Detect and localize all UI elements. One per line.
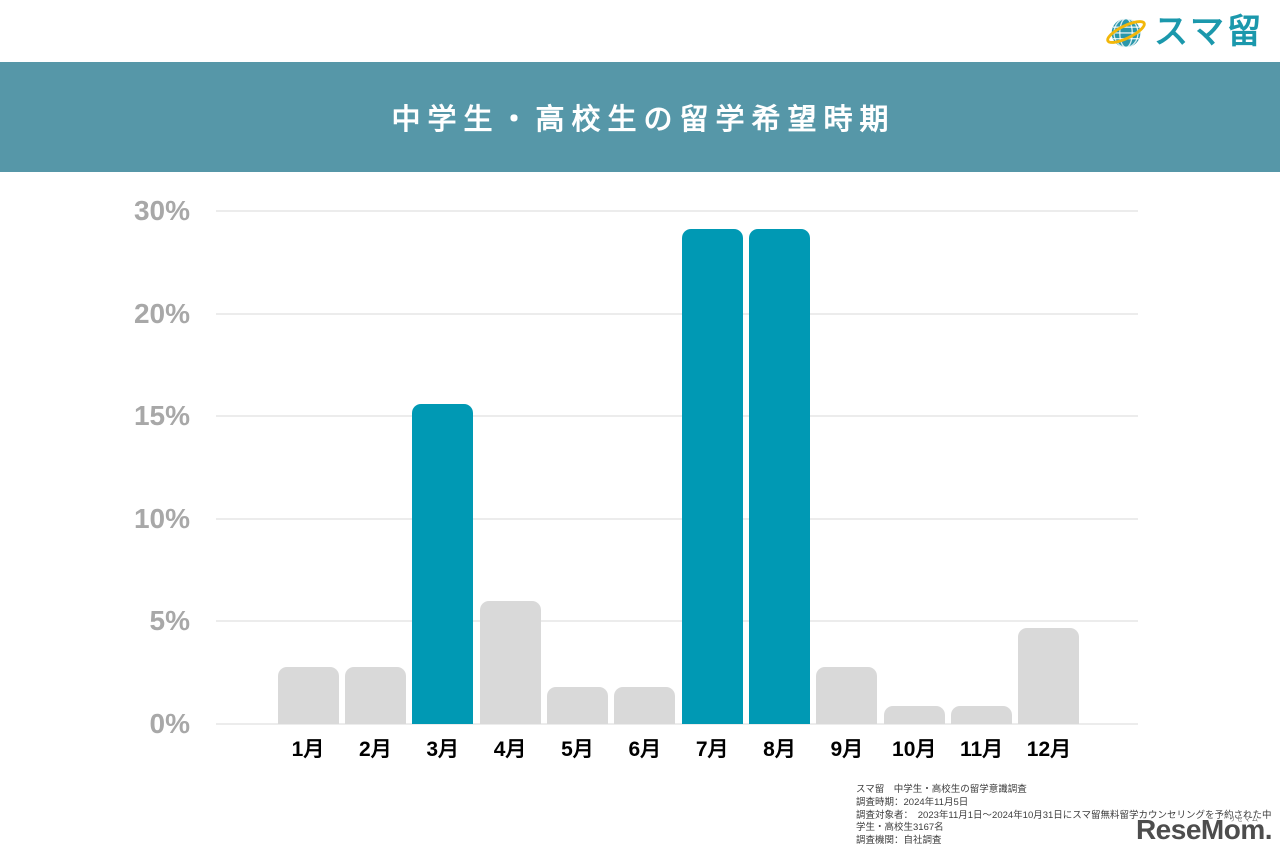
month-label-8月: 8月: [763, 738, 796, 761]
month-label-11月: 11月: [959, 738, 1004, 761]
bar-10月: [883, 705, 945, 724]
brand-text: スマ留: [1154, 13, 1264, 51]
title-band: 中学生・高校生の留学希望時期: [0, 62, 1280, 172]
y-tick-label-5%: 5%: [149, 605, 190, 637]
bar-7月: [681, 229, 743, 724]
grid-line-0%: [216, 723, 1138, 725]
footnote-line-4: 調査機関：自社調査: [856, 835, 942, 847]
month-label-1月: 1月: [291, 738, 325, 761]
resemom-logo: リセマム ReseMom.: [1135, 812, 1273, 852]
grid-line-15%: [216, 415, 1138, 418]
globe-icon: [1106, 17, 1146, 49]
grid-line-20%: [216, 312, 1138, 315]
y-tick-label-0%: 0%: [149, 708, 190, 739]
month-label-6月: 6月: [628, 738, 662, 761]
footnote-line-1: スマ留 中学生・高校生の留学意識調査: [856, 784, 1027, 795]
bar-11月: [951, 705, 1013, 724]
month-label-4月: 4月: [493, 738, 527, 761]
month-label-9月: 9月: [830, 738, 864, 761]
grid-line-5%: [216, 620, 1138, 623]
sumaryu-logo: スマ留: [1103, 8, 1264, 56]
grid-line-10%: [216, 517, 1138, 520]
bar-12月: [1018, 627, 1080, 724]
bar-1月: [277, 666, 339, 724]
survey-footnote: スマ留 中学生・高校生の留学意識調査 調査時期：2024年11月5日 調査対象者： …: [856, 784, 1280, 848]
month-label-10月: 10月: [892, 738, 937, 761]
bar-6月: [614, 687, 676, 724]
page-title: 中学生・高校生の留学希望時期: [391, 104, 896, 136]
footnote-line-2: 調査時期：2024年11月5日: [856, 796, 969, 808]
month-label-7月: 7月: [695, 738, 729, 761]
month-label-12月: 12月: [1026, 738, 1072, 761]
month-label-5月: 5月: [561, 738, 594, 761]
bar-8月: [749, 229, 811, 724]
bar-5月: [546, 687, 608, 724]
bar-2月: [344, 666, 406, 724]
month-label-3月: 3月: [426, 738, 460, 761]
y-tick-label-15%: 15%: [133, 400, 190, 432]
resemom-wordmark: ReseMom.: [1135, 814, 1273, 845]
bar-9月: [816, 666, 878, 724]
footnote-line-3: 調査対象者： 2023年11月1日〜2024年10月31日にスマ留無料留学カウン…: [856, 809, 1272, 834]
y-tick-label-30%: 30%: [133, 195, 190, 226]
y-tick-label-20%: 20%: [133, 297, 190, 329]
bar-4月: [479, 600, 541, 724]
month-label-2月: 2月: [359, 738, 392, 761]
y-tick-label-10%: 10%: [133, 502, 190, 534]
bar-3月: [412, 403, 474, 724]
grid-line-30%: [216, 210, 1138, 212]
resemom-ruby: リセマム: [1229, 816, 1259, 823]
